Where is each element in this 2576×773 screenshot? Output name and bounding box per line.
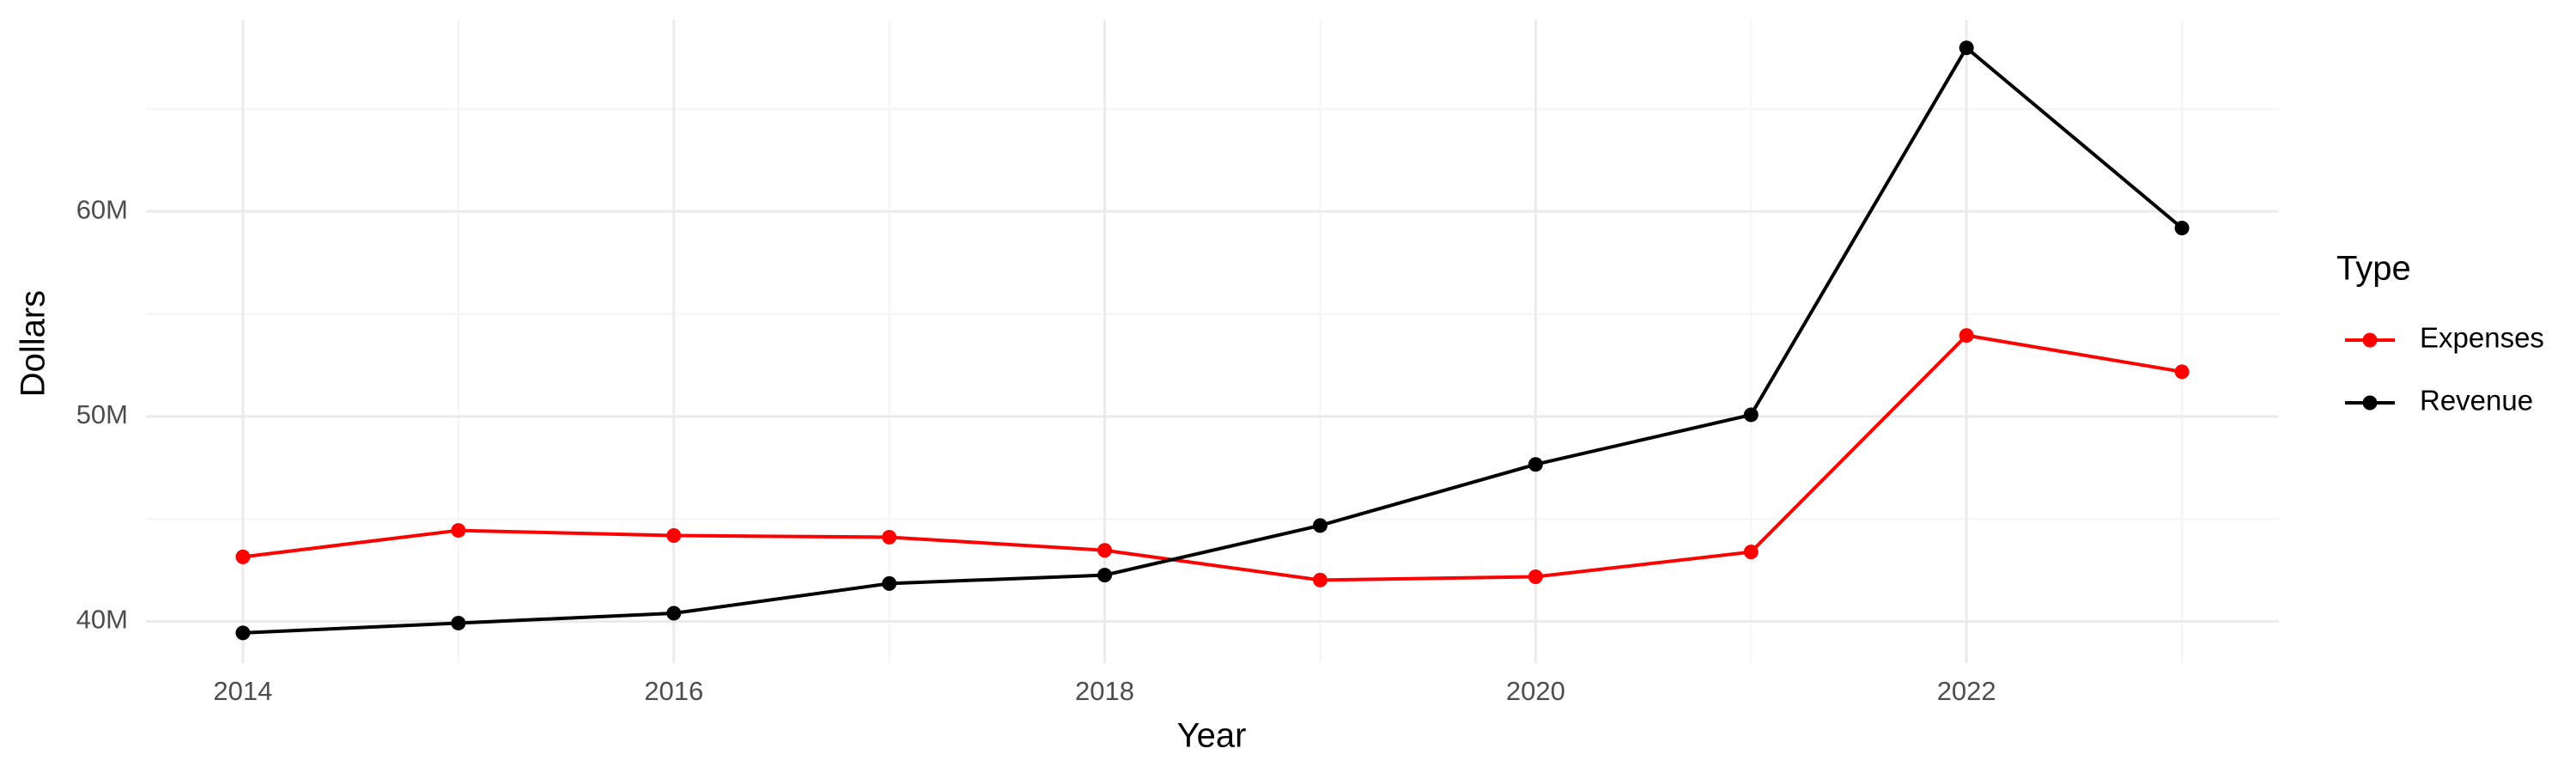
legend-key-point [2362, 332, 2378, 348]
legend-title: Type [2336, 250, 2411, 288]
data-point [235, 549, 251, 564]
data-point [1312, 518, 1327, 533]
x-axis-title: Year [1177, 717, 1247, 755]
data-point [235, 625, 251, 641]
legend-key-point [2362, 395, 2378, 411]
y-tick-label: 60M [76, 194, 128, 224]
legend-label: Expenses [2420, 322, 2544, 354]
y-axis-title: Dollars [15, 290, 52, 397]
data-point [451, 615, 466, 630]
data-point [1743, 407, 1759, 423]
x-tick-label: 2018 [1075, 676, 1134, 706]
data-point [1528, 569, 1543, 585]
x-tick-label: 2016 [644, 676, 703, 706]
data-point [1743, 545, 1759, 560]
data-point [882, 575, 897, 591]
data-point [2174, 364, 2190, 380]
series-line [242, 333, 2183, 582]
data-point [1959, 328, 1974, 344]
data-point [2174, 221, 2190, 236]
data-point [1097, 568, 1113, 583]
data-point [1312, 572, 1327, 587]
x-tick-label: 2022 [1937, 676, 1996, 706]
y-tick-label: 40M [76, 605, 128, 635]
data-point [666, 606, 682, 621]
legend-label: Revenue [2420, 385, 2533, 417]
data-point [1528, 457, 1543, 472]
x-tick-label: 2020 [1506, 676, 1565, 706]
data-point [1097, 543, 1113, 558]
data-point [1959, 40, 1974, 56]
data-point [882, 529, 897, 545]
y-tick-label: 50M [76, 399, 128, 429]
data-point [451, 523, 466, 539]
x-tick-label: 2014 [213, 676, 272, 706]
series-line [242, 45, 2184, 635]
data-point [666, 528, 682, 544]
